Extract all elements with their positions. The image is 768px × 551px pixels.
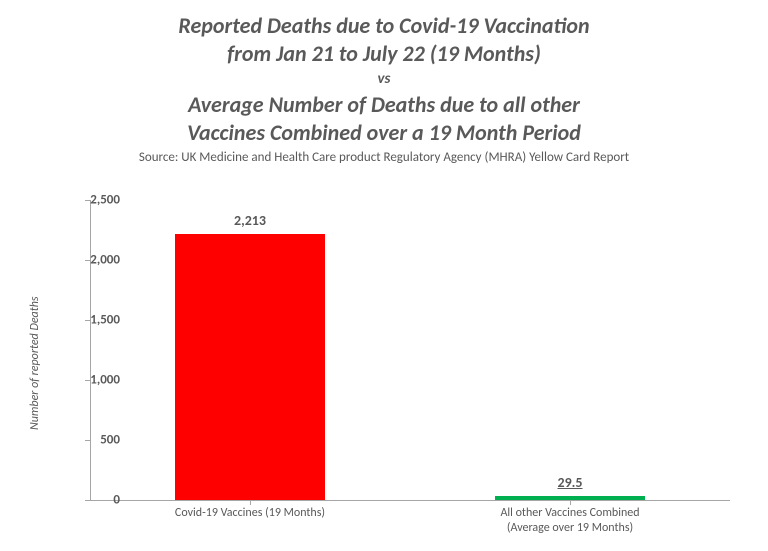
data-label: 29.5 bbox=[557, 474, 582, 491]
x-category-label: All other Vaccines Combined(Average over… bbox=[460, 506, 680, 536]
y-tick-mark bbox=[85, 440, 90, 441]
y-tick-label: 2,500 bbox=[90, 193, 120, 208]
y-tick-mark bbox=[85, 500, 90, 501]
y-tick-label: 2,000 bbox=[90, 253, 120, 268]
y-axis-label: Number of reported Deaths bbox=[28, 296, 42, 430]
data-label: 2,213 bbox=[234, 212, 266, 229]
y-tick-mark bbox=[85, 320, 90, 321]
x-tick-mark bbox=[570, 500, 571, 505]
x-axis-line bbox=[90, 500, 730, 501]
y-tick-label: 0 bbox=[113, 493, 120, 508]
title-line-1: Reported Deaths due to Covid-19 Vaccinat… bbox=[0, 12, 768, 40]
bar bbox=[175, 234, 325, 500]
chart-title-block: Reported Deaths due to Covid-19 Vaccinat… bbox=[0, 0, 768, 165]
y-tick-mark bbox=[85, 200, 90, 201]
x-category-label: Covid-19 Vaccines (19 Months) bbox=[140, 506, 360, 521]
y-tick-label: 1,500 bbox=[90, 313, 120, 328]
title-vs: vs bbox=[0, 67, 768, 91]
y-tick-label: 1,000 bbox=[90, 373, 120, 388]
y-axis-line bbox=[90, 200, 91, 500]
source-line: Source: UK Medicine and Health Care prod… bbox=[0, 150, 768, 165]
x-tick-mark bbox=[250, 500, 251, 505]
y-tick-label: 500 bbox=[100, 433, 120, 448]
title-line-4: Vaccines Combined over a 19 Month Period bbox=[0, 119, 768, 147]
title-line-3: Average Number of Deaths due to all othe… bbox=[0, 91, 768, 119]
title-line-2: from Jan 21 to July 22 (19 Months) bbox=[0, 40, 768, 68]
y-tick-mark bbox=[85, 260, 90, 261]
y-tick-mark bbox=[85, 380, 90, 381]
